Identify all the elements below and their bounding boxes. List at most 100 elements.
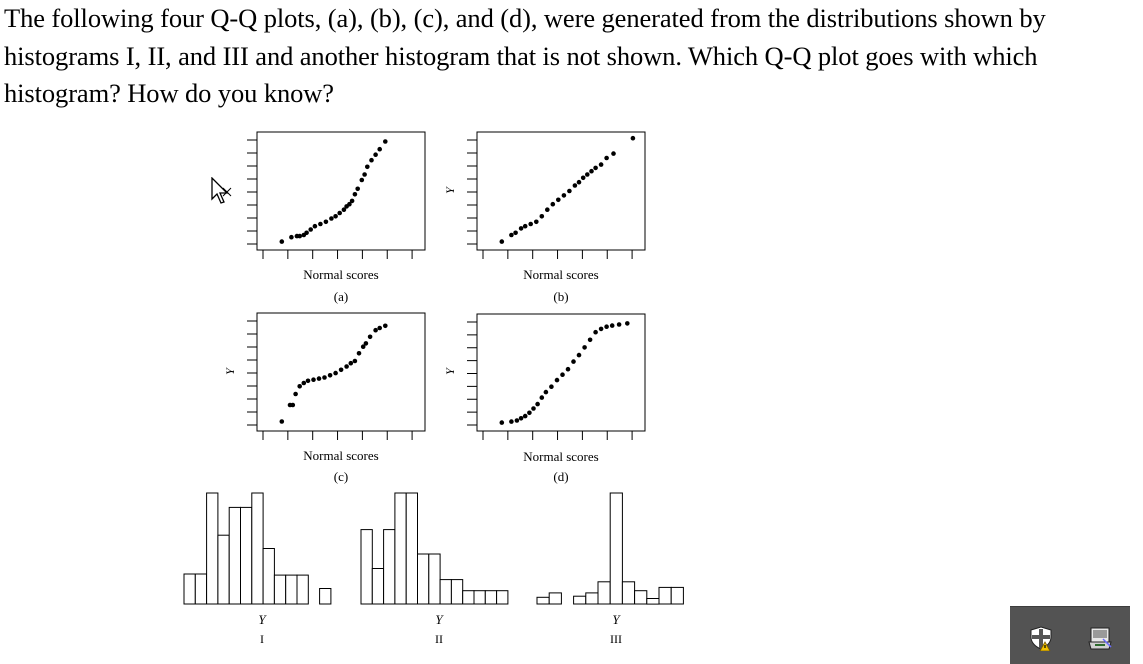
qq-b-point	[534, 219, 539, 225]
qq-b-point	[572, 183, 578, 188]
qq-a-point	[359, 177, 365, 183]
qq-b-point	[513, 230, 518, 236]
qq-a-point	[341, 207, 347, 212]
qq-b-point	[611, 151, 616, 156]
qq-b-ylabel: Y	[442, 187, 457, 194]
qq-b-point	[561, 193, 567, 198]
qq-a-point	[323, 219, 329, 225]
qq-a-point	[318, 221, 323, 227]
qq-a-point	[383, 139, 388, 144]
qq-d-point	[609, 323, 615, 328]
qq-d-point	[604, 324, 609, 330]
qq-d-point	[616, 322, 622, 327]
qq-c-point	[301, 380, 307, 386]
qq-b-point	[499, 239, 505, 244]
qq-b-point	[593, 165, 598, 171]
hist-1-bar	[262, 548, 275, 605]
qq-b-point	[576, 179, 582, 185]
hist-2-bar	[394, 492, 407, 605]
qq-c-point	[290, 402, 296, 408]
qq-c-point	[297, 384, 303, 389]
qq-b-point	[598, 162, 604, 167]
qq-a-point	[312, 223, 318, 229]
qq-a-point	[333, 214, 338, 219]
qq-b-point	[556, 197, 561, 203]
qq-c-point	[279, 419, 285, 424]
qq-d-caption: (d)	[553, 469, 569, 484]
qq-d-point	[499, 420, 505, 425]
hist-1-bar	[206, 492, 219, 605]
hist-2-label: II	[435, 632, 443, 646]
qq-c-point	[316, 376, 322, 381]
hist-3-label: III	[610, 632, 622, 646]
hist-1-bar	[285, 574, 298, 605]
qq-d-point	[509, 419, 514, 424]
qq-d-frame	[476, 313, 646, 432]
qq-a-xlabel: Normal scores	[303, 267, 379, 282]
qq-b-point	[522, 223, 528, 229]
hist-3-bar	[597, 581, 611, 605]
qq-c-point	[305, 378, 311, 384]
hist-3-bar	[548, 592, 562, 605]
qq-c-caption: (c)	[333, 469, 349, 484]
hist-2-bar	[496, 590, 509, 605]
qq-c-point	[352, 358, 358, 364]
qq-c-point	[377, 325, 383, 331]
hist-1-xlabel: Y	[258, 612, 266, 627]
hist-3-bar	[646, 598, 660, 605]
qq-b-point	[550, 201, 556, 207]
qq-c-point	[383, 323, 388, 329]
qq-b-point	[528, 221, 533, 227]
security-shield-icon[interactable]	[1028, 625, 1054, 651]
hist-3-xlabel: Y	[612, 612, 620, 627]
qq-b-point	[567, 188, 572, 194]
hist-2-bar	[439, 579, 452, 605]
qq-c-point	[322, 375, 327, 380]
hist-2-bar	[462, 590, 475, 605]
qq-c-point	[348, 360, 354, 366]
qq-a-point	[347, 201, 352, 207]
system-tray	[1010, 606, 1130, 664]
hist-1-bar	[296, 574, 309, 605]
mouse-cursor-icon	[211, 177, 232, 204]
qq-c-frame	[256, 312, 426, 432]
question-text: The following four Q-Q plots, (a), (b), …	[4, 3, 1046, 108]
qq-c-point	[363, 341, 369, 346]
qq-d-point	[625, 321, 630, 326]
qq-a-point	[362, 172, 367, 177]
hist-1-bar	[240, 506, 253, 605]
qq-c-xlabel: Normal scores	[303, 448, 379, 463]
qq-b-point	[518, 226, 524, 231]
network-printer-icon[interactable]	[1087, 625, 1113, 651]
qq-d-point	[593, 329, 598, 335]
qq-b-point	[509, 232, 514, 238]
qq-c-point	[327, 373, 333, 378]
qq-a-point	[337, 210, 343, 216]
qq-b-caption: (b)	[553, 289, 569, 304]
qq-b-point	[580, 175, 586, 181]
hist-3-bar	[621, 581, 636, 605]
qq-d-xlabel: Normal scores	[523, 449, 599, 464]
qq-d-point	[543, 389, 549, 395]
hist-3-bar	[573, 595, 587, 605]
qq-d-point	[576, 352, 582, 358]
hist-1-bar	[319, 588, 332, 605]
qq-c-point	[333, 370, 338, 376]
qq-d-point	[535, 401, 540, 407]
hist-2-bar	[360, 529, 373, 605]
qq-d-point	[549, 384, 554, 390]
qq-c-point	[293, 391, 298, 397]
qq-a-point	[369, 157, 374, 163]
qq-a-caption: (a)	[333, 289, 349, 304]
hist-2-bar	[428, 553, 441, 605]
qq-c-point	[344, 364, 349, 369]
qq-d-point	[598, 326, 604, 332]
qq-b-point	[604, 155, 609, 161]
qq-a-point	[279, 239, 285, 244]
qq-a-point	[308, 227, 314, 232]
hist-2-bar	[484, 590, 498, 605]
qq-c-point	[311, 377, 316, 383]
qq-b-point	[585, 172, 590, 177]
qq-d-point	[565, 366, 571, 372]
qq-a-point	[329, 216, 334, 221]
